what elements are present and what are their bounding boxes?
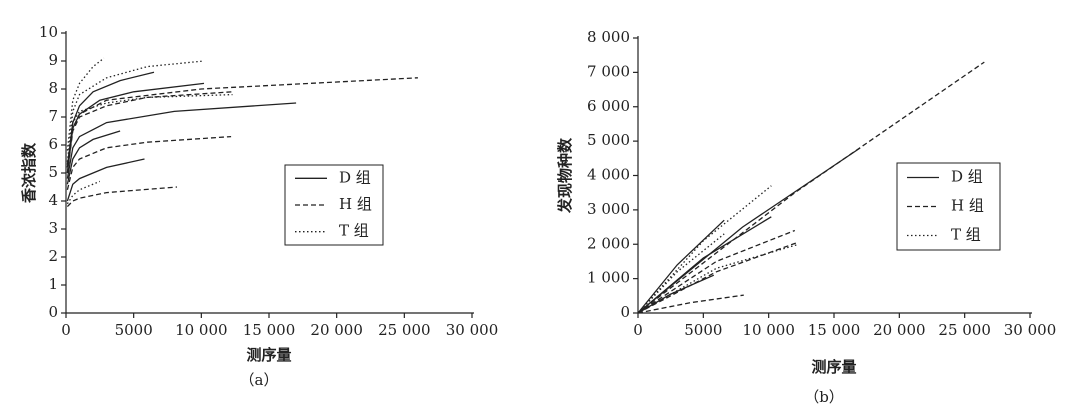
- curve: [66, 130, 121, 185]
- y-tick-label: 1 000: [587, 269, 630, 287]
- curve: [637, 241, 798, 314]
- curve: [66, 57, 105, 151]
- curve: [66, 71, 155, 168]
- y-tick-label: 9: [48, 51, 58, 69]
- curve: [66, 180, 101, 205]
- curve: [637, 243, 799, 314]
- legend-label: D 组: [339, 168, 371, 186]
- x-tick-label: 0: [633, 321, 643, 339]
- curve: [66, 77, 418, 165]
- y-axis-title: 发现物种数: [556, 137, 574, 214]
- legend-box: [896, 162, 1001, 251]
- y-tick-label: 0: [620, 303, 630, 321]
- x-tick-label: 30 000: [446, 321, 499, 339]
- x-tick-label: 20 000: [310, 321, 363, 339]
- curve: [66, 91, 233, 174]
- curve: [66, 82, 205, 174]
- caption: （b）: [804, 388, 844, 406]
- x-tick-label: 10 000: [742, 321, 795, 339]
- y-tick-label: 8: [48, 79, 58, 97]
- x-tick-label: 25 000: [938, 321, 991, 339]
- legend-label: D 组: [951, 168, 983, 186]
- curve: [66, 135, 232, 190]
- legend-label: H 组: [951, 197, 984, 215]
- y-tick-label: 4 000: [587, 166, 630, 184]
- y-tick-label: 3 000: [587, 200, 630, 218]
- x-tick-label: 5000: [115, 321, 153, 339]
- y-tick-label: 6 000: [587, 97, 630, 115]
- curve: [66, 60, 205, 162]
- curve: [637, 61, 985, 314]
- x-tick-label: 5000: [684, 321, 722, 339]
- y-tick-label: 3: [48, 219, 58, 237]
- y-tick-label: 7: [48, 107, 58, 125]
- y-tick-label: 6: [48, 135, 58, 153]
- x-axis-title: 测序量: [811, 358, 856, 376]
- y-tick-label: 4: [48, 191, 58, 209]
- curve: [637, 185, 772, 314]
- x-tick-label: 0: [61, 321, 71, 339]
- legend-label: H 组: [339, 195, 372, 213]
- curve: [66, 93, 233, 168]
- curve: [66, 186, 178, 208]
- curve: [637, 147, 861, 314]
- curve: [637, 294, 744, 314]
- x-tick-label: 15 000: [808, 321, 861, 339]
- x-tick-label: 20 000: [873, 321, 926, 339]
- curve: [66, 158, 145, 202]
- curve: [637, 219, 725, 314]
- legend-label: T 组: [951, 226, 981, 244]
- y-tick-label: 8 000: [587, 28, 630, 46]
- y-tick-label: 5: [48, 163, 58, 181]
- x-tick-label: 25 000: [378, 321, 431, 339]
- curve: [637, 216, 772, 314]
- x-tick-label: 15 000: [243, 321, 296, 339]
- y-tick-label: 0: [48, 303, 58, 321]
- y-tick-label: 2: [48, 247, 58, 265]
- legend-label: T 组: [339, 222, 369, 240]
- curve: [66, 102, 297, 179]
- y-axis-title: 香浓指数: [20, 142, 38, 203]
- y-tick-label: 7 000: [587, 62, 630, 80]
- caption: （a）: [240, 371, 279, 389]
- y-tick-label: 2 000: [587, 234, 630, 252]
- y-tick-label: 10: [39, 23, 58, 41]
- x-tick-label: 30 000: [1004, 321, 1057, 339]
- y-tick-label: 1: [48, 275, 58, 293]
- y-tick-label: 5 000: [587, 131, 630, 149]
- x-axis-title: 测序量: [246, 346, 291, 364]
- x-tick-label: 10 000: [175, 321, 228, 339]
- curve: [637, 233, 725, 314]
